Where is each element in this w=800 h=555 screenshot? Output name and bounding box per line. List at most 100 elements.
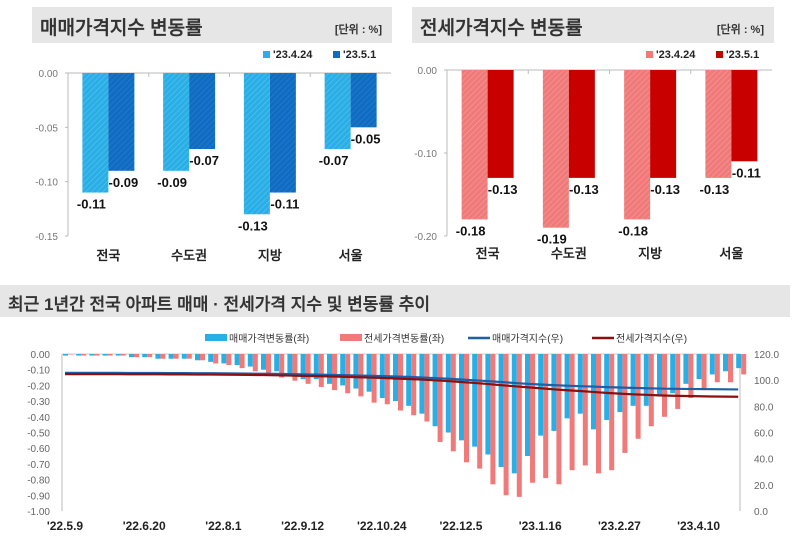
legend-label: '23.5.1	[343, 49, 376, 61]
category-label: 서울	[339, 248, 363, 263]
y-tick-label: -0.20	[414, 232, 437, 243]
jeonse-change-bar	[107, 354, 113, 356]
sale-change-bar	[102, 354, 108, 356]
bar-2351	[731, 70, 758, 162]
jeonse-change-bar	[226, 354, 232, 365]
x-tick-label: '23.2.27	[598, 519, 641, 533]
jeonse-change-bar	[490, 354, 496, 485]
bar-2351	[189, 73, 216, 150]
legend-label: '23.4.24	[273, 49, 313, 61]
jeonse-chart-unit: [단위 : %]	[716, 24, 764, 36]
bar-value-label: -0.13	[700, 182, 730, 197]
left-tick-label: -0.50	[27, 429, 50, 440]
sale-change-bar	[313, 354, 319, 380]
sale-change-bar	[129, 354, 134, 358]
right-tick-label: 100.0	[754, 376, 779, 387]
x-tick-label: '23.1.16	[519, 519, 562, 533]
sale-change-bar	[498, 354, 504, 468]
jeonse-change-bar	[596, 354, 601, 474]
bar-23424	[82, 73, 109, 193]
legend-swatch	[716, 51, 723, 58]
y-tick-label: -0.15	[35, 232, 58, 243]
jeonse-change-bar	[556, 354, 562, 485]
jeonse-change-bar	[503, 354, 509, 496]
jeonse-change-bar	[450, 354, 456, 452]
jeonse-change-bar	[213, 354, 219, 364]
bar-value-label: -0.18	[618, 223, 648, 238]
jeonse-chart-titlebar: 전세가격지수 변동률 [단위 : %]	[412, 7, 774, 43]
category-label: 지방	[638, 246, 662, 261]
jeonse-change-bar	[318, 354, 324, 387]
jeonse-change-bar	[622, 354, 628, 453]
bar-2351	[269, 73, 296, 193]
jeonse-change-bar	[582, 354, 588, 466]
legend-swatch	[263, 51, 270, 58]
jeonse-change-bar	[648, 354, 654, 427]
sale-chart-unit: [단위 : %]	[334, 24, 382, 36]
legend-label: 매매가격변동률(좌)	[229, 332, 309, 345]
jeonse-change-bar	[437, 354, 443, 442]
bar-value-label: -0.18	[456, 223, 486, 238]
left-tick-label: -0.60	[27, 444, 50, 455]
legend-swatch	[340, 334, 362, 341]
bar-23424	[705, 70, 732, 178]
sale-change-bar	[287, 354, 293, 376]
bar-value-label: -0.11	[77, 197, 106, 212]
sale-change-bar	[736, 354, 742, 369]
right-tick-label: 40.0	[754, 455, 774, 466]
sale-change-bar	[89, 354, 95, 356]
jeonse-change-bar	[543, 354, 549, 479]
x-tick-label: '23.4.10	[677, 519, 720, 533]
sale-change-bar	[300, 354, 306, 380]
jeonse-change-bar	[147, 354, 153, 358]
left-tick-label: 0.00	[31, 350, 51, 361]
jeonse-change-bar	[741, 354, 747, 375]
jeonse-change-bar	[477, 354, 483, 469]
sale-change-bar	[683, 354, 689, 384]
sale-change-bar	[485, 354, 491, 455]
jeonse-change-bar	[464, 354, 469, 463]
bar-23424	[163, 73, 190, 171]
legend-swatch	[333, 51, 340, 58]
left-tick-label: -1.00	[27, 507, 50, 518]
sale-change-bar	[63, 354, 68, 356]
jeonse-change-bar	[688, 354, 694, 398]
sale-change-bar	[657, 354, 662, 397]
left-tick-label: -0.20	[27, 381, 50, 392]
sale-chart-titlebar: 매매가격지수 변동률 [단위 : %]	[32, 7, 392, 43]
legend-swatch	[205, 334, 227, 341]
jeonse-change-bar	[160, 354, 166, 359]
sale-change-bar	[709, 354, 715, 375]
jeonse-change-bar	[345, 354, 351, 394]
y-tick-label: -0.10	[414, 149, 437, 160]
left-tick-label: -0.40	[27, 413, 50, 424]
bar-value-label: -0.09	[157, 175, 187, 190]
bar-23424	[461, 70, 488, 220]
bar-value-label: -0.05	[351, 131, 381, 146]
sale-change-bar	[538, 354, 544, 436]
legend-label: 매매가격지수(우)	[492, 332, 563, 345]
jeonse-change-bar	[609, 354, 615, 471]
jeonse-index-line	[65, 373, 739, 398]
jeonse-change-bar	[332, 354, 337, 391]
trend-chart-titlebar: 최근 1년간 전국 아파트 매매 · 전세가격 지수 및 변동률 추이	[0, 285, 790, 317]
jeonse-change-bar	[516, 354, 522, 497]
sale-change-bar	[472, 354, 478, 447]
jeonse-change-bar	[68, 354, 73, 355]
sale-change-bar	[696, 354, 702, 380]
legend-swatch	[646, 51, 653, 58]
jeonse-chart-title: 전세가격지수 변동률	[420, 18, 583, 39]
sale-change-bar	[630, 354, 636, 406]
sale-change-bar	[181, 354, 187, 359]
jeonse-change-bar	[701, 354, 707, 391]
sale-change-bar	[366, 354, 372, 392]
x-tick-label: '22.8.1	[205, 519, 242, 533]
sale-change-bar	[208, 354, 214, 362]
sale-change-bar	[525, 354, 530, 457]
x-tick-label: '22.10.24	[357, 519, 407, 533]
legend-label: '23.5.1	[726, 49, 759, 61]
sale-change-bar	[670, 354, 676, 394]
jeonse-change-bar	[305, 354, 311, 384]
y-tick-label: -0.10	[35, 178, 58, 189]
